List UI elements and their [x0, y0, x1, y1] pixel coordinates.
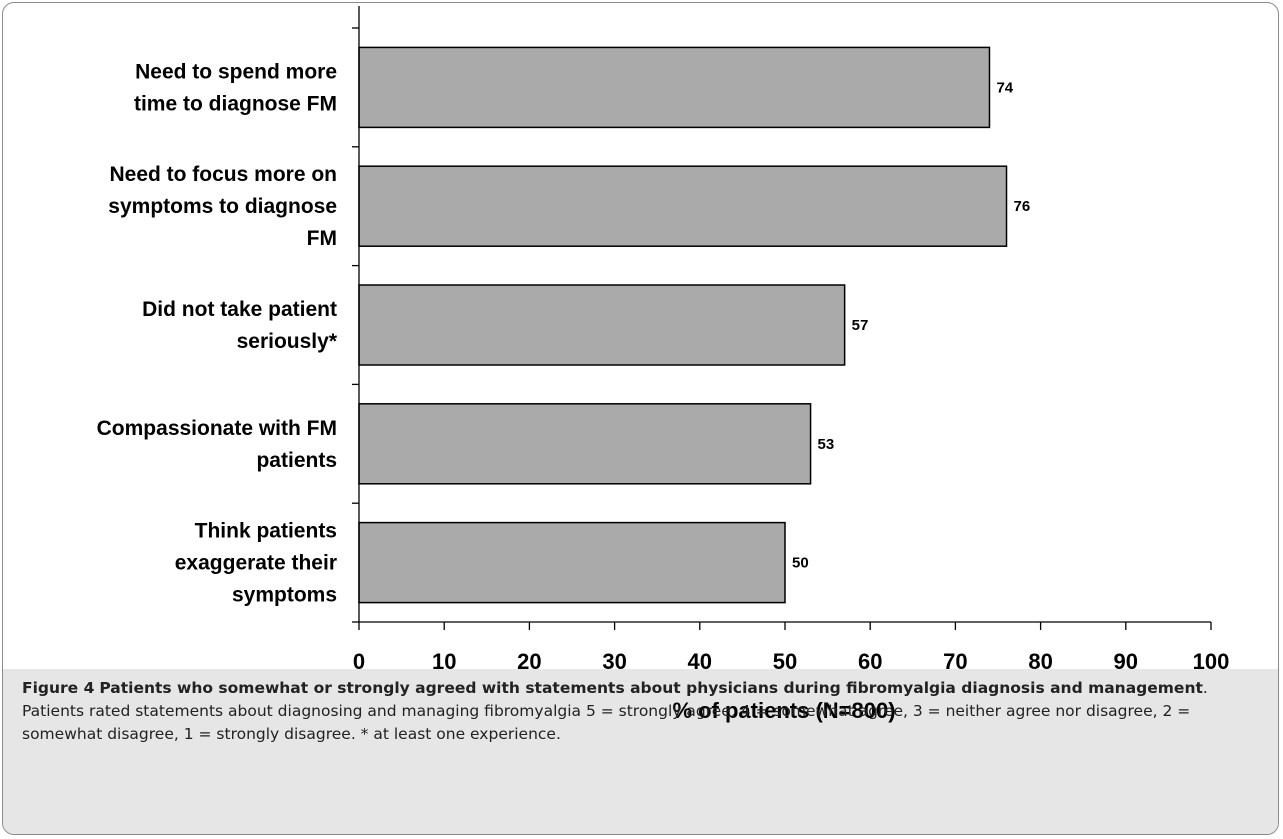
- category-label-line: time to diagnose FM: [134, 92, 337, 115]
- bar-4: [358, 403, 812, 485]
- x-tick-label: 0: [353, 649, 365, 674]
- x-tick-label: 90: [1114, 649, 1138, 674]
- category-label-1: Need to spend more time to diagnose FM: [134, 60, 337, 115]
- axes-group: [352, 6, 1212, 630]
- category-label-line: symptoms to diagnose: [108, 195, 337, 218]
- data-label-3: 57: [852, 317, 869, 334]
- figure-title: Patients who somewhat or strongly agreed…: [99, 679, 1203, 697]
- category-label-2: Need to focus more on symptoms to diagnos…: [108, 163, 337, 250]
- bar-3: [358, 284, 846, 366]
- category-label-line: FM: [307, 227, 337, 250]
- data-label-4: 53: [818, 436, 835, 453]
- figure-label: Figure 4: [22, 679, 95, 697]
- category-label-4: Compassionate with FM patients: [97, 417, 337, 472]
- category-label-line: Compassionate with FM: [97, 417, 337, 440]
- category-label-5: Think patients exaggerate their symptoms: [175, 520, 337, 607]
- x-tick-label: 70: [943, 649, 967, 674]
- data-label-5: 50: [792, 555, 809, 572]
- x-tick-label: 30: [602, 649, 626, 674]
- figure-caption: Figure 4 Patients who somewhat or strong…: [22, 677, 1262, 746]
- x-tick-label: 100: [1193, 649, 1230, 674]
- category-label-line: Think patients: [195, 520, 337, 543]
- bar-5: [358, 521, 786, 604]
- category-label-line: Need to spend more: [135, 60, 337, 83]
- data-label-1: 74: [996, 79, 1013, 96]
- category-label-line: patients: [256, 449, 337, 472]
- labels-group: 74 Need to spend more time to diagnose FM 7…: [97, 60, 1230, 674]
- figure-title-end: .: [1202, 679, 1208, 697]
- bars-group: [358, 46, 1008, 604]
- category-label-line: Need to focus more on: [109, 163, 337, 186]
- x-axis-title: % of patients (N=800): [672, 698, 895, 723]
- category-label-line: Did not take patient: [142, 298, 337, 321]
- category-label-line: exaggerate their: [175, 552, 337, 575]
- x-tick-label: 40: [688, 649, 712, 674]
- data-label-2: 76: [1014, 198, 1031, 215]
- x-tick-label: 10: [432, 649, 456, 674]
- x-tick-label: 50: [773, 649, 797, 674]
- bar-1: [358, 46, 991, 129]
- bar-2: [358, 165, 1008, 247]
- x-tick-label: 80: [1028, 649, 1052, 674]
- category-label-line: seriously*: [237, 330, 338, 353]
- x-tick-label: 60: [858, 649, 882, 674]
- x-tick-label: 20: [517, 649, 541, 674]
- category-label-line: symptoms: [232, 584, 337, 607]
- category-label-3: Did not take patient seriously*: [142, 298, 338, 353]
- caption-band: [3, 669, 1278, 834]
- caption-text: Patients rated statements about diagnosi…: [22, 702, 1191, 743]
